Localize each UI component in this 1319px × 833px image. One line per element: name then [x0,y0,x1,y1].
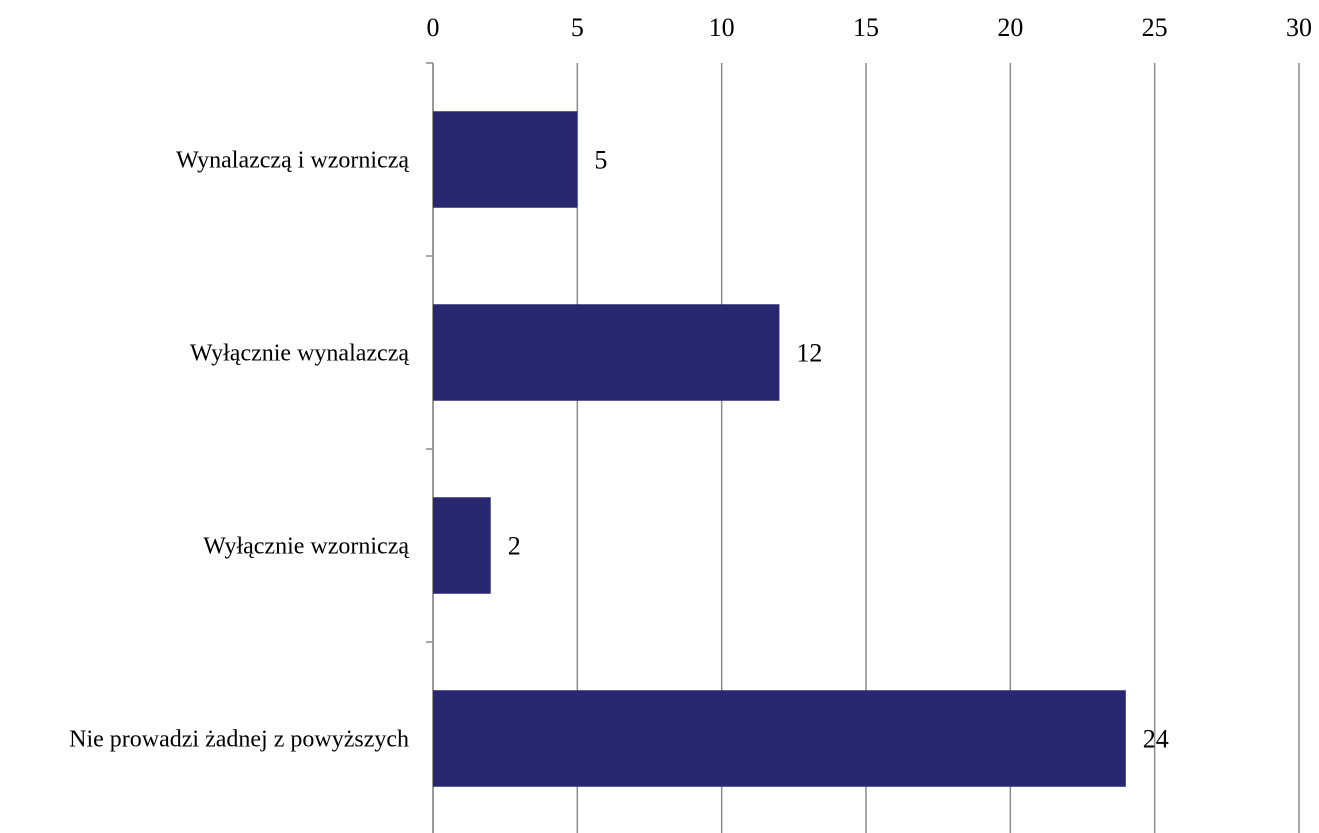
bar [433,690,1126,787]
x-tick-label: 15 [853,13,879,42]
data-label: 24 [1143,725,1169,754]
category-label: Nie prowadzi żadnej z powyższych [69,727,409,753]
bar [433,304,780,401]
category-axis [426,62,434,833]
category-label: Wyłącznie wzorniczą [203,534,409,560]
data-label: 5 [594,146,607,175]
x-tick-label: 25 [1142,13,1168,42]
category-label: Wynalazczą i wzorniczą [176,148,409,174]
x-tick-label: 5 [571,13,584,42]
data-label: 2 [508,532,521,561]
bar [433,497,491,594]
bars [433,111,1126,787]
bar [433,111,578,208]
x-tick-label: 30 [1286,13,1312,42]
category-label: Wyłącznie wynalazczą [190,341,409,367]
x-tick-label: 20 [997,13,1023,42]
x-tick-label: 10 [709,13,735,42]
x-tick-label: 0 [427,13,440,42]
data-labels: 5 12 2 24 [508,146,1169,754]
data-label: 12 [796,339,822,368]
x-axis-ticks: 0 5 10 15 20 25 30 [427,13,1313,42]
category-labels: Wynalazczą i wzorniczą Wyłącznie wynalazc… [69,148,409,753]
